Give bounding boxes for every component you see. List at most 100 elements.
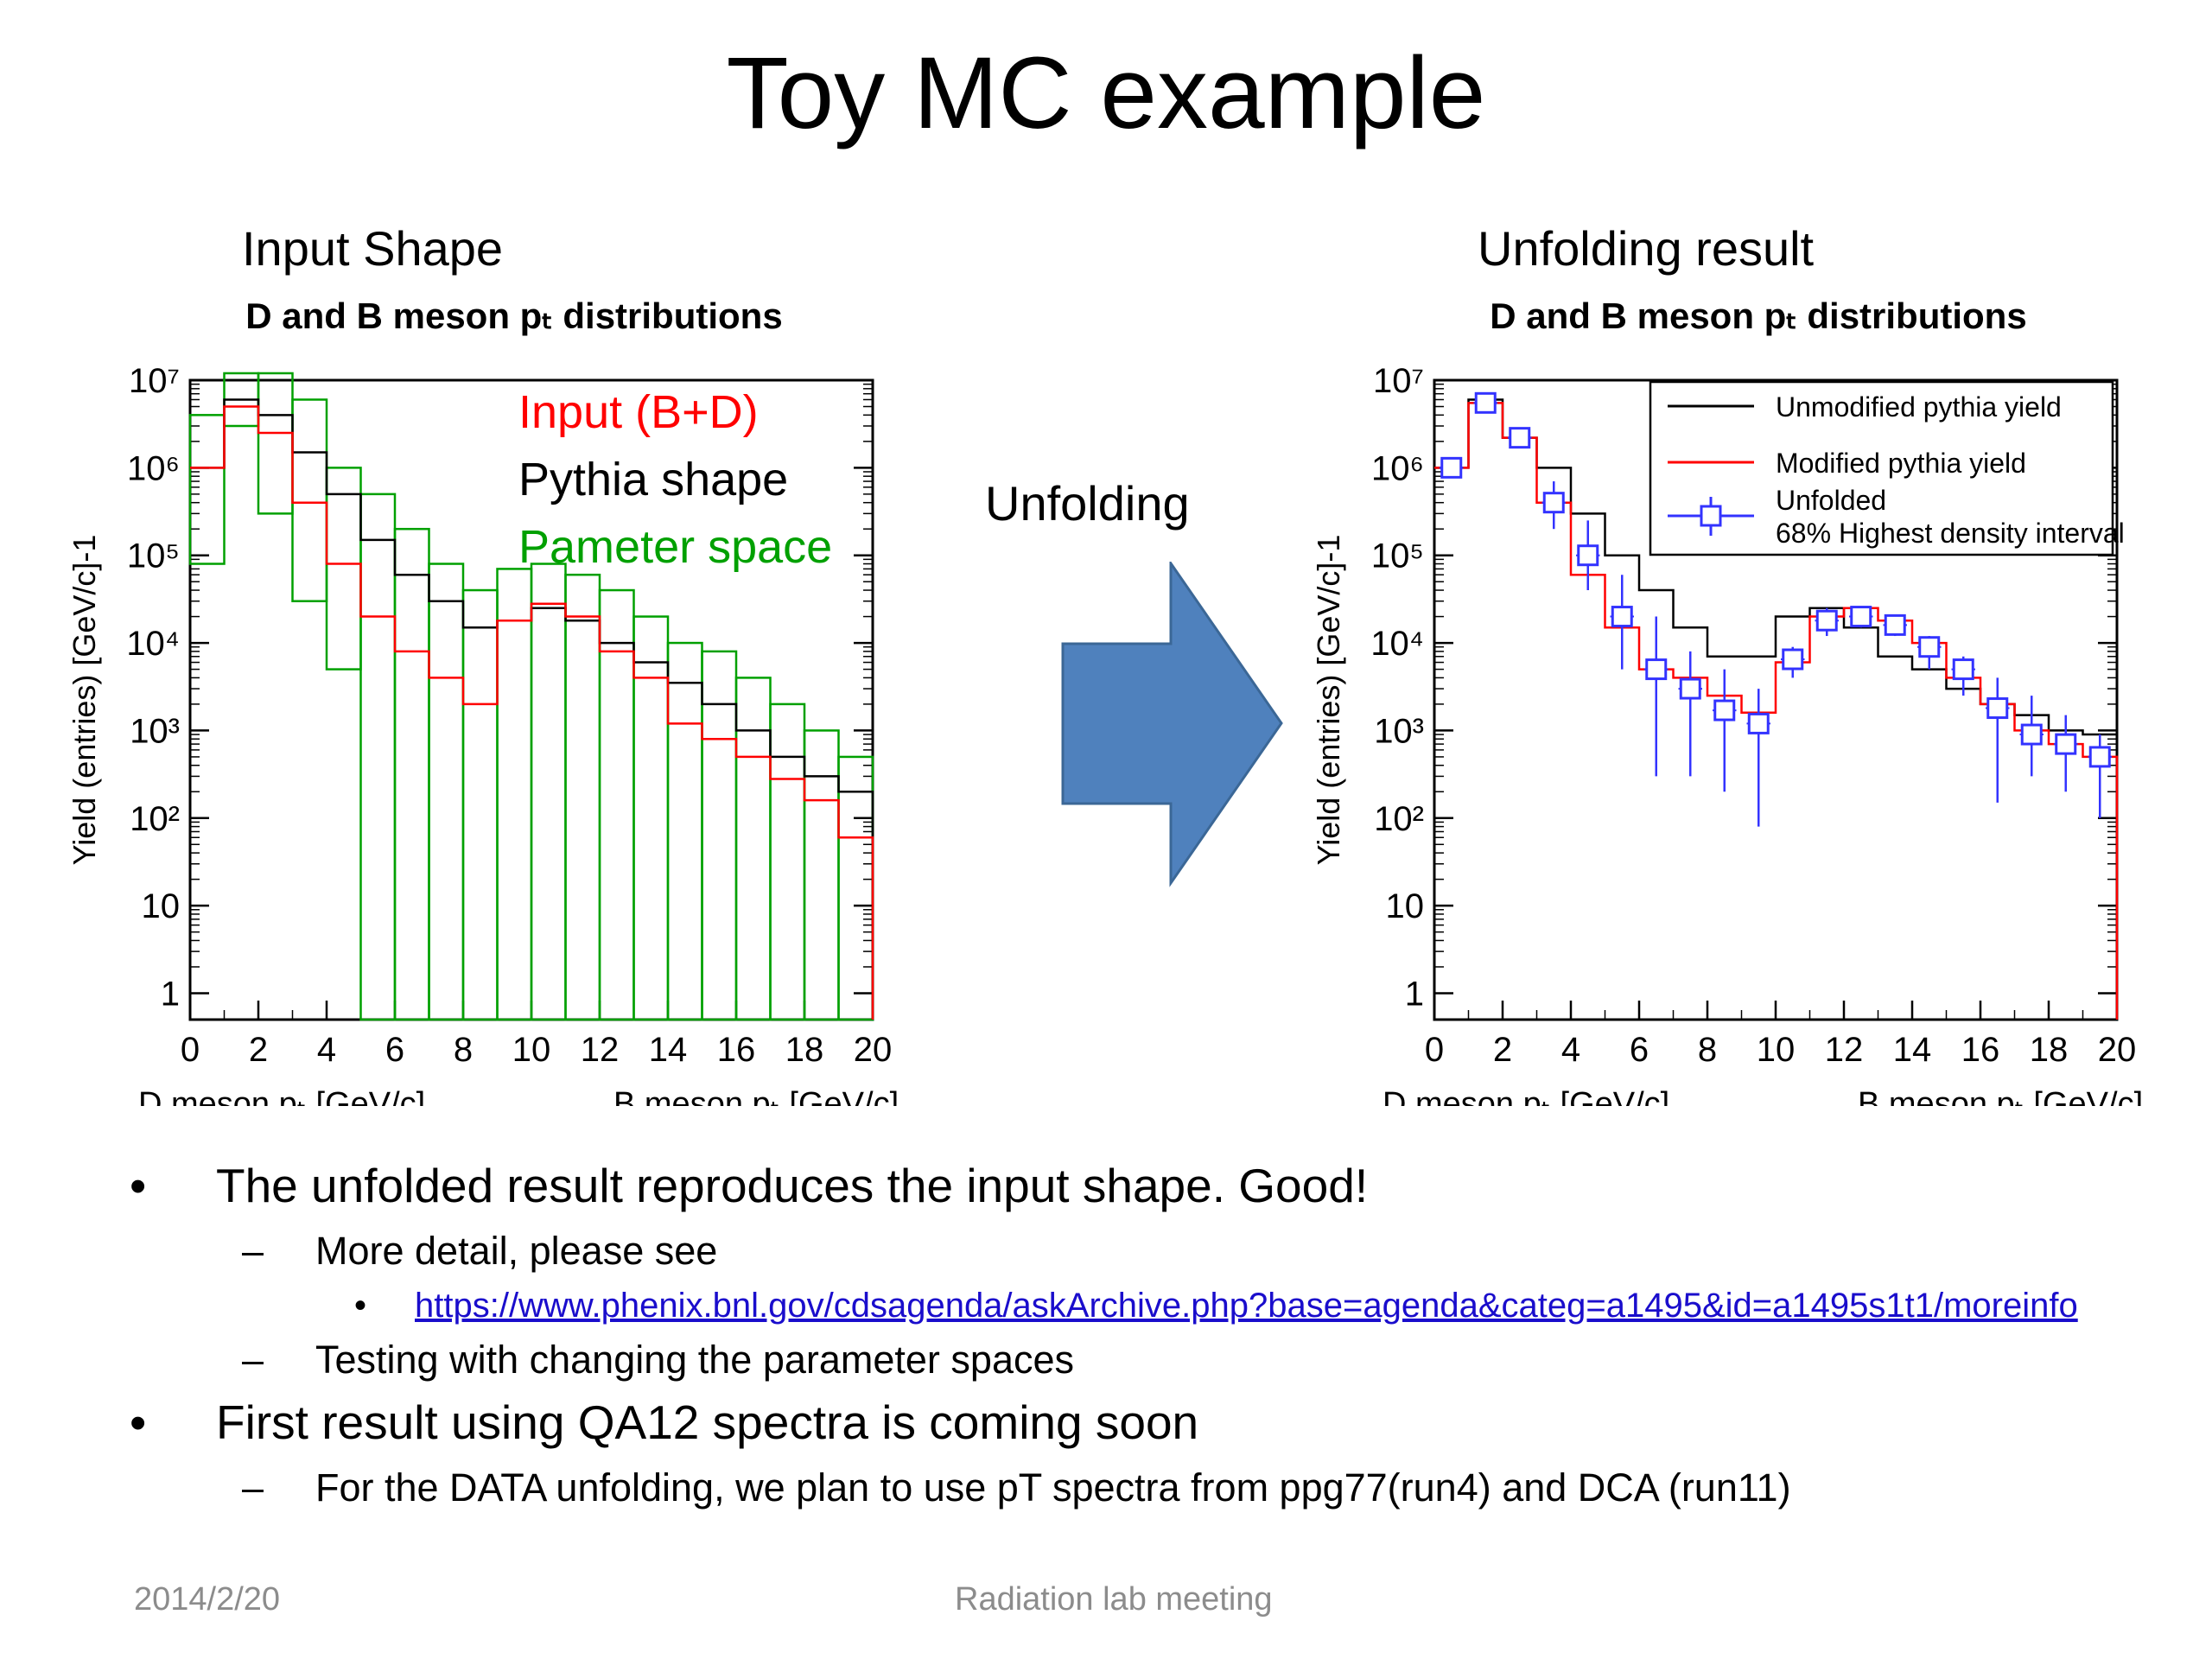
y-tick-label: 10³ <box>130 712 180 750</box>
footer-date: 2014/2/20 <box>134 1581 281 1618</box>
unfolded-point <box>1611 606 1633 628</box>
x-tick-label: 6 <box>1630 1031 1649 1069</box>
parameter-space-bin <box>257 372 294 515</box>
y-tick-label: 10³ <box>1374 712 1424 750</box>
sub-bullet-text: For the DATA unfolding, we plan to use p… <box>315 1465 1791 1510</box>
left-panel-caption: Input Shape <box>242 221 504 276</box>
x-axis-title-b: B meson pₜ [GeV/c] <box>1858 1086 2143 1106</box>
sub-bullet-mark: – <box>242 1229 264 1273</box>
sub-bullet-item: – Testing with changing the parameter sp… <box>130 1338 2117 1382</box>
unfolded-point <box>1815 609 1838 632</box>
y-axis-title: Yield (entries) [GeV/c]-1 <box>67 535 102 866</box>
x-tick-label: 18 <box>785 1031 824 1069</box>
bullet-mark: • <box>130 1395 147 1449</box>
parameter-space-bin <box>461 588 499 1021</box>
y-tick-label: 10⁶ <box>127 449 180 487</box>
unfolded-point <box>1645 658 1668 681</box>
unfolded-point <box>1918 636 1941 658</box>
parameter-space-bin <box>803 729 840 1021</box>
x-tick-label: 16 <box>1961 1031 2000 1069</box>
y-tick-label: 10⁴ <box>1370 625 1424 663</box>
parameter-space-bin <box>530 563 567 1021</box>
unfolded-point <box>1986 697 2009 720</box>
x-tick-label: 20 <box>854 1031 893 1069</box>
unfolding-result-chart: D and B meson pₜ distributions 1 10 10² 10³ 1… <box>1311 296 2143 1106</box>
right-panel-caption: Unfolding result <box>1478 221 1815 276</box>
y-tick-label: 1 <box>161 975 180 1013</box>
sub-bullet-item: – More detail, please see <box>130 1229 2117 1274</box>
legend-box <box>1649 380 2114 556</box>
parameter-space-bin <box>496 568 533 1021</box>
parameter-space-bin <box>564 573 601 1021</box>
bullet-mark: • <box>130 1159 147 1212</box>
x-tick-label: 2 <box>249 1031 268 1069</box>
bullet-text: First result using QA12 spectra is comin… <box>216 1395 1199 1449</box>
legend-entry: Pythia shape <box>518 454 788 505</box>
parameter-space-bin <box>598 588 635 1021</box>
bullet-list: • The unfolded result reproduces the inp… <box>130 1158 2117 1522</box>
x-tick-label: 8 <box>454 1031 473 1069</box>
x-axis-title-d: D meson pₜ [GeV/c] <box>138 1086 425 1106</box>
x-tick-label: 10 <box>1757 1031 1796 1069</box>
bullet-item: • First result using QA12 spectra is com… <box>130 1395 2117 1450</box>
x-tick-label: 4 <box>1561 1031 1580 1069</box>
chart-title: D and B meson pₜ distributions <box>1490 296 2026 336</box>
parameter-space-bin <box>666 641 703 1021</box>
x-tick-label: 14 <box>649 1031 688 1069</box>
link-bullet-mark: • <box>354 1287 367 1325</box>
unfolded-point <box>1509 427 1531 449</box>
y-tick-label: 10⁴ <box>126 625 180 663</box>
unfolded-point <box>1884 613 1906 636</box>
unfolded-point <box>1577 544 1599 567</box>
sub-bullet-item: – For the DATA unfolding, we plan to use… <box>130 1465 2117 1510</box>
parameter-space-bin <box>188 414 226 565</box>
y-tick-label: 10⁵ <box>1371 537 1424 575</box>
y-tick-label: 10² <box>130 800 180 838</box>
unfolded-point <box>1474 391 1497 414</box>
sub-bullet-text: More detail, please see <box>315 1229 718 1273</box>
x-tick-label: 4 <box>317 1031 336 1069</box>
x-axis-title-b: B meson pₜ [GeV/c] <box>613 1086 899 1106</box>
chart-title: D and B meson pₜ distributions <box>245 296 782 336</box>
parameter-space-bin <box>734 677 772 1021</box>
y-tick-label: 10 <box>142 887 181 925</box>
legend-entry: Unfolded <box>1776 485 1886 516</box>
unfolded-point <box>1747 712 1770 734</box>
unfolded-point <box>1713 699 1736 721</box>
agenda-link[interactable]: https://www.phenix.bnl.gov/cdsagenda/ask… <box>415 1287 2078 1325</box>
x-tick-label: 20 <box>2098 1031 2137 1069</box>
footer-meeting: Radiation lab meeting <box>955 1581 1273 1618</box>
parameter-space-bin <box>325 467 362 671</box>
x-tick-label: 14 <box>1893 1031 1932 1069</box>
legend-entry: 68% Highest density interval <box>1776 518 2125 549</box>
unfolding-arrow-label: Unfolding <box>985 476 1190 531</box>
y-axis-title: Yield (entries) [GeV/c]-1 <box>1311 535 1346 866</box>
x-tick-label: 6 <box>385 1031 404 1069</box>
y-tick-label: 10⁵ <box>127 537 180 575</box>
parameter-space-bin <box>291 398 328 602</box>
parameter-space-bin <box>769 702 806 1021</box>
legend-entry: Modified pythia yield <box>1776 448 2026 479</box>
x-axis-title-d: D meson pₜ [GeV/c] <box>1382 1086 1669 1106</box>
x-tick-label: 12 <box>581 1031 620 1069</box>
parameter-space-bin <box>359 493 397 1021</box>
bullet-text: The unfolded result reproduces the input… <box>216 1159 1369 1212</box>
legend-entry: Unmodified pythia yield <box>1776 391 2062 423</box>
unfolded-point <box>1782 648 1804 671</box>
x-tick-label: 0 <box>1425 1031 1444 1069</box>
sub-bullet-mark: – <box>242 1465 264 1510</box>
unfolded-point <box>1952 658 1974 681</box>
unfolded-point <box>2020 723 2043 746</box>
input-shape-chart: D and B meson pₜ distributions 1 10 10² 10³ 1… <box>67 296 899 1106</box>
unfolded-point <box>1542 492 1565 514</box>
x-tick-label: 12 <box>1825 1031 1864 1069</box>
legend-entry: Input (B+D) <box>518 386 759 438</box>
unfolding-arrow-icon <box>1061 562 1283 887</box>
y-tick-label: 10⁷ <box>129 362 180 400</box>
x-tick-label: 16 <box>717 1031 756 1069</box>
unfolded-point <box>1850 606 1872 628</box>
sub-bullet-text: Testing with changing the parameter spac… <box>315 1338 1075 1382</box>
unfolded-point <box>2088 746 2111 768</box>
parameter-space-bin <box>428 563 465 1021</box>
slide-title: Toy MC example <box>726 36 1486 150</box>
